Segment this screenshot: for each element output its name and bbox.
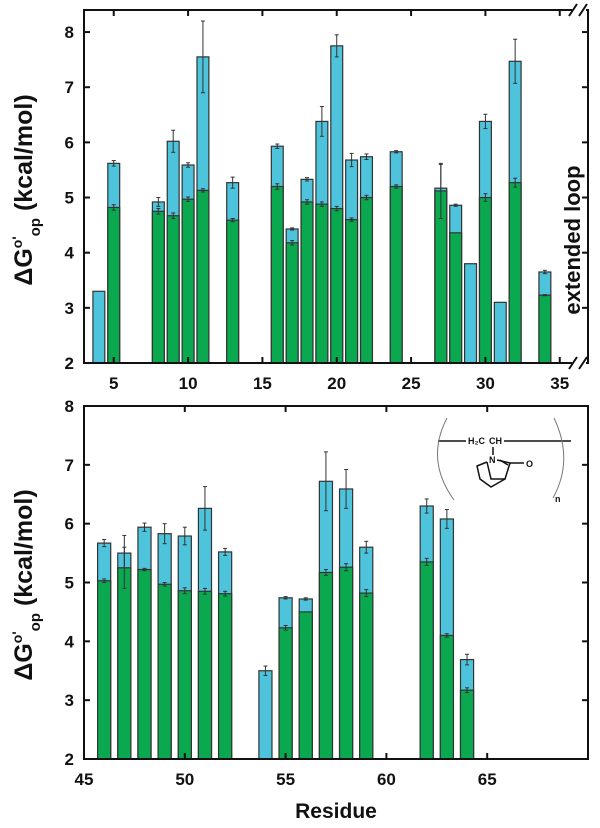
y-tick-label: 4	[65, 244, 75, 263]
x-tick-label: 65	[478, 770, 497, 789]
inset-n-subscript: n	[555, 494, 561, 504]
bottom-panel: ΔGo'op (kcal/mol) Residue H₂C CH N O n 2…	[9, 397, 589, 823]
y-tick-label: 3	[65, 691, 74, 710]
x-tick-label: 30	[476, 374, 495, 393]
x-tick-label: 20	[327, 374, 346, 393]
x-axis-label: Residue	[295, 800, 377, 823]
bar-green-residue-47	[117, 567, 132, 760]
y-tick-label: 3	[65, 299, 74, 318]
bar-green-residue-18	[300, 201, 314, 364]
bar-green-residue-48	[137, 568, 152, 760]
x-tick-label: 60	[377, 770, 396, 789]
bar-green-residue-17	[285, 242, 299, 364]
axis-break-mark	[568, 3, 578, 17]
axis-break-mark	[578, 3, 588, 17]
y-tick-label: 8	[65, 23, 74, 42]
bar-green-residue-57	[318, 571, 334, 760]
top-y-axis-label: ΔGo'op (kcal/mol)	[9, 94, 44, 285]
bar-light-blue-residue-31	[493, 301, 507, 364]
bar-green-residue-34	[538, 294, 552, 364]
bar-light-blue-residue-4	[92, 290, 106, 364]
y-tick-label: 7	[65, 78, 74, 97]
bar-green-residue-62	[419, 561, 434, 760]
top-panel: ΔGo'op (kcal/mol) extended loop 2 3 4 5 6 7 8 5…	[9, 3, 589, 393]
y-tick-label: 2	[65, 750, 74, 769]
y-tick-label: 5	[65, 189, 74, 208]
y-tick-label: 6	[65, 515, 74, 534]
axis-break-gap	[572, 6, 586, 14]
bar-green-residue-52	[217, 593, 233, 760]
bar-green-residue-13	[226, 219, 240, 364]
x-tick-label: 10	[179, 374, 198, 393]
bar-green-residue-50	[177, 590, 192, 760]
inset-h2c: H₂C	[468, 436, 485, 446]
y-tick-label: 6	[65, 133, 74, 152]
x-tick-label: 55	[276, 770, 295, 789]
pvp-structure-inset: H₂C CH N O n	[437, 417, 571, 504]
y-tick-label: 8	[65, 397, 74, 416]
bar-green-residue-21	[345, 218, 359, 364]
bar-green-residue-10	[181, 198, 195, 364]
x-tick-label: 15	[253, 374, 272, 393]
axis-break-mark	[568, 356, 578, 370]
bar-green-residue-16	[270, 185, 284, 364]
y-tick-label: 4	[65, 632, 75, 651]
bar-light-blue-residue-54	[258, 670, 273, 760]
extended-loop-annotation: extended loop	[560, 165, 585, 314]
bar-green-residue-9	[166, 215, 180, 364]
y-tick-label: 2	[65, 354, 74, 373]
x-tick-label: 5	[109, 374, 118, 393]
y-tick-label: 5	[65, 574, 74, 593]
bar-green-residue-49	[157, 583, 172, 760]
x-tick-label: 45	[75, 770, 94, 789]
bar-green-residue-51	[197, 590, 213, 760]
bar-light-blue-residue-29	[464, 263, 478, 364]
bar-green-residue-11	[196, 189, 210, 364]
bar-green-residue-5	[107, 206, 121, 364]
x-tick-label: 35	[550, 374, 569, 393]
bar-green-residue-30	[478, 196, 492, 364]
bar-green-residue-20	[330, 207, 344, 364]
bar-green-residue-22	[359, 196, 374, 364]
bar-green-residue-24	[389, 185, 403, 364]
x-tick-label: 25	[402, 374, 421, 393]
bar-green-residue-59	[359, 592, 374, 760]
bar-green-residue-8	[151, 210, 165, 364]
bar-green-residue-58	[338, 566, 354, 760]
bar-green-residue-55	[278, 627, 293, 760]
bottom-y-axis-label: ΔGo'op (kcal/mol)	[9, 489, 44, 680]
axis-break-mark	[578, 356, 588, 370]
inset-ch: CH	[489, 436, 502, 446]
bar-green-residue-19	[315, 203, 329, 364]
y-tick-label: 7	[65, 456, 74, 475]
x-tick-label: 50	[175, 770, 194, 789]
bar-green-residue-56	[298, 611, 313, 760]
inset-n: N	[489, 455, 496, 465]
axis-break-gap	[572, 359, 586, 367]
bar-green-residue-63	[439, 634, 455, 760]
bar-green-residue-64	[459, 689, 475, 760]
bar-green-residue-32	[508, 182, 522, 364]
bar-green-residue-46	[97, 580, 112, 760]
inset-o: O	[526, 459, 533, 469]
bar-green-residue-28	[449, 232, 463, 364]
